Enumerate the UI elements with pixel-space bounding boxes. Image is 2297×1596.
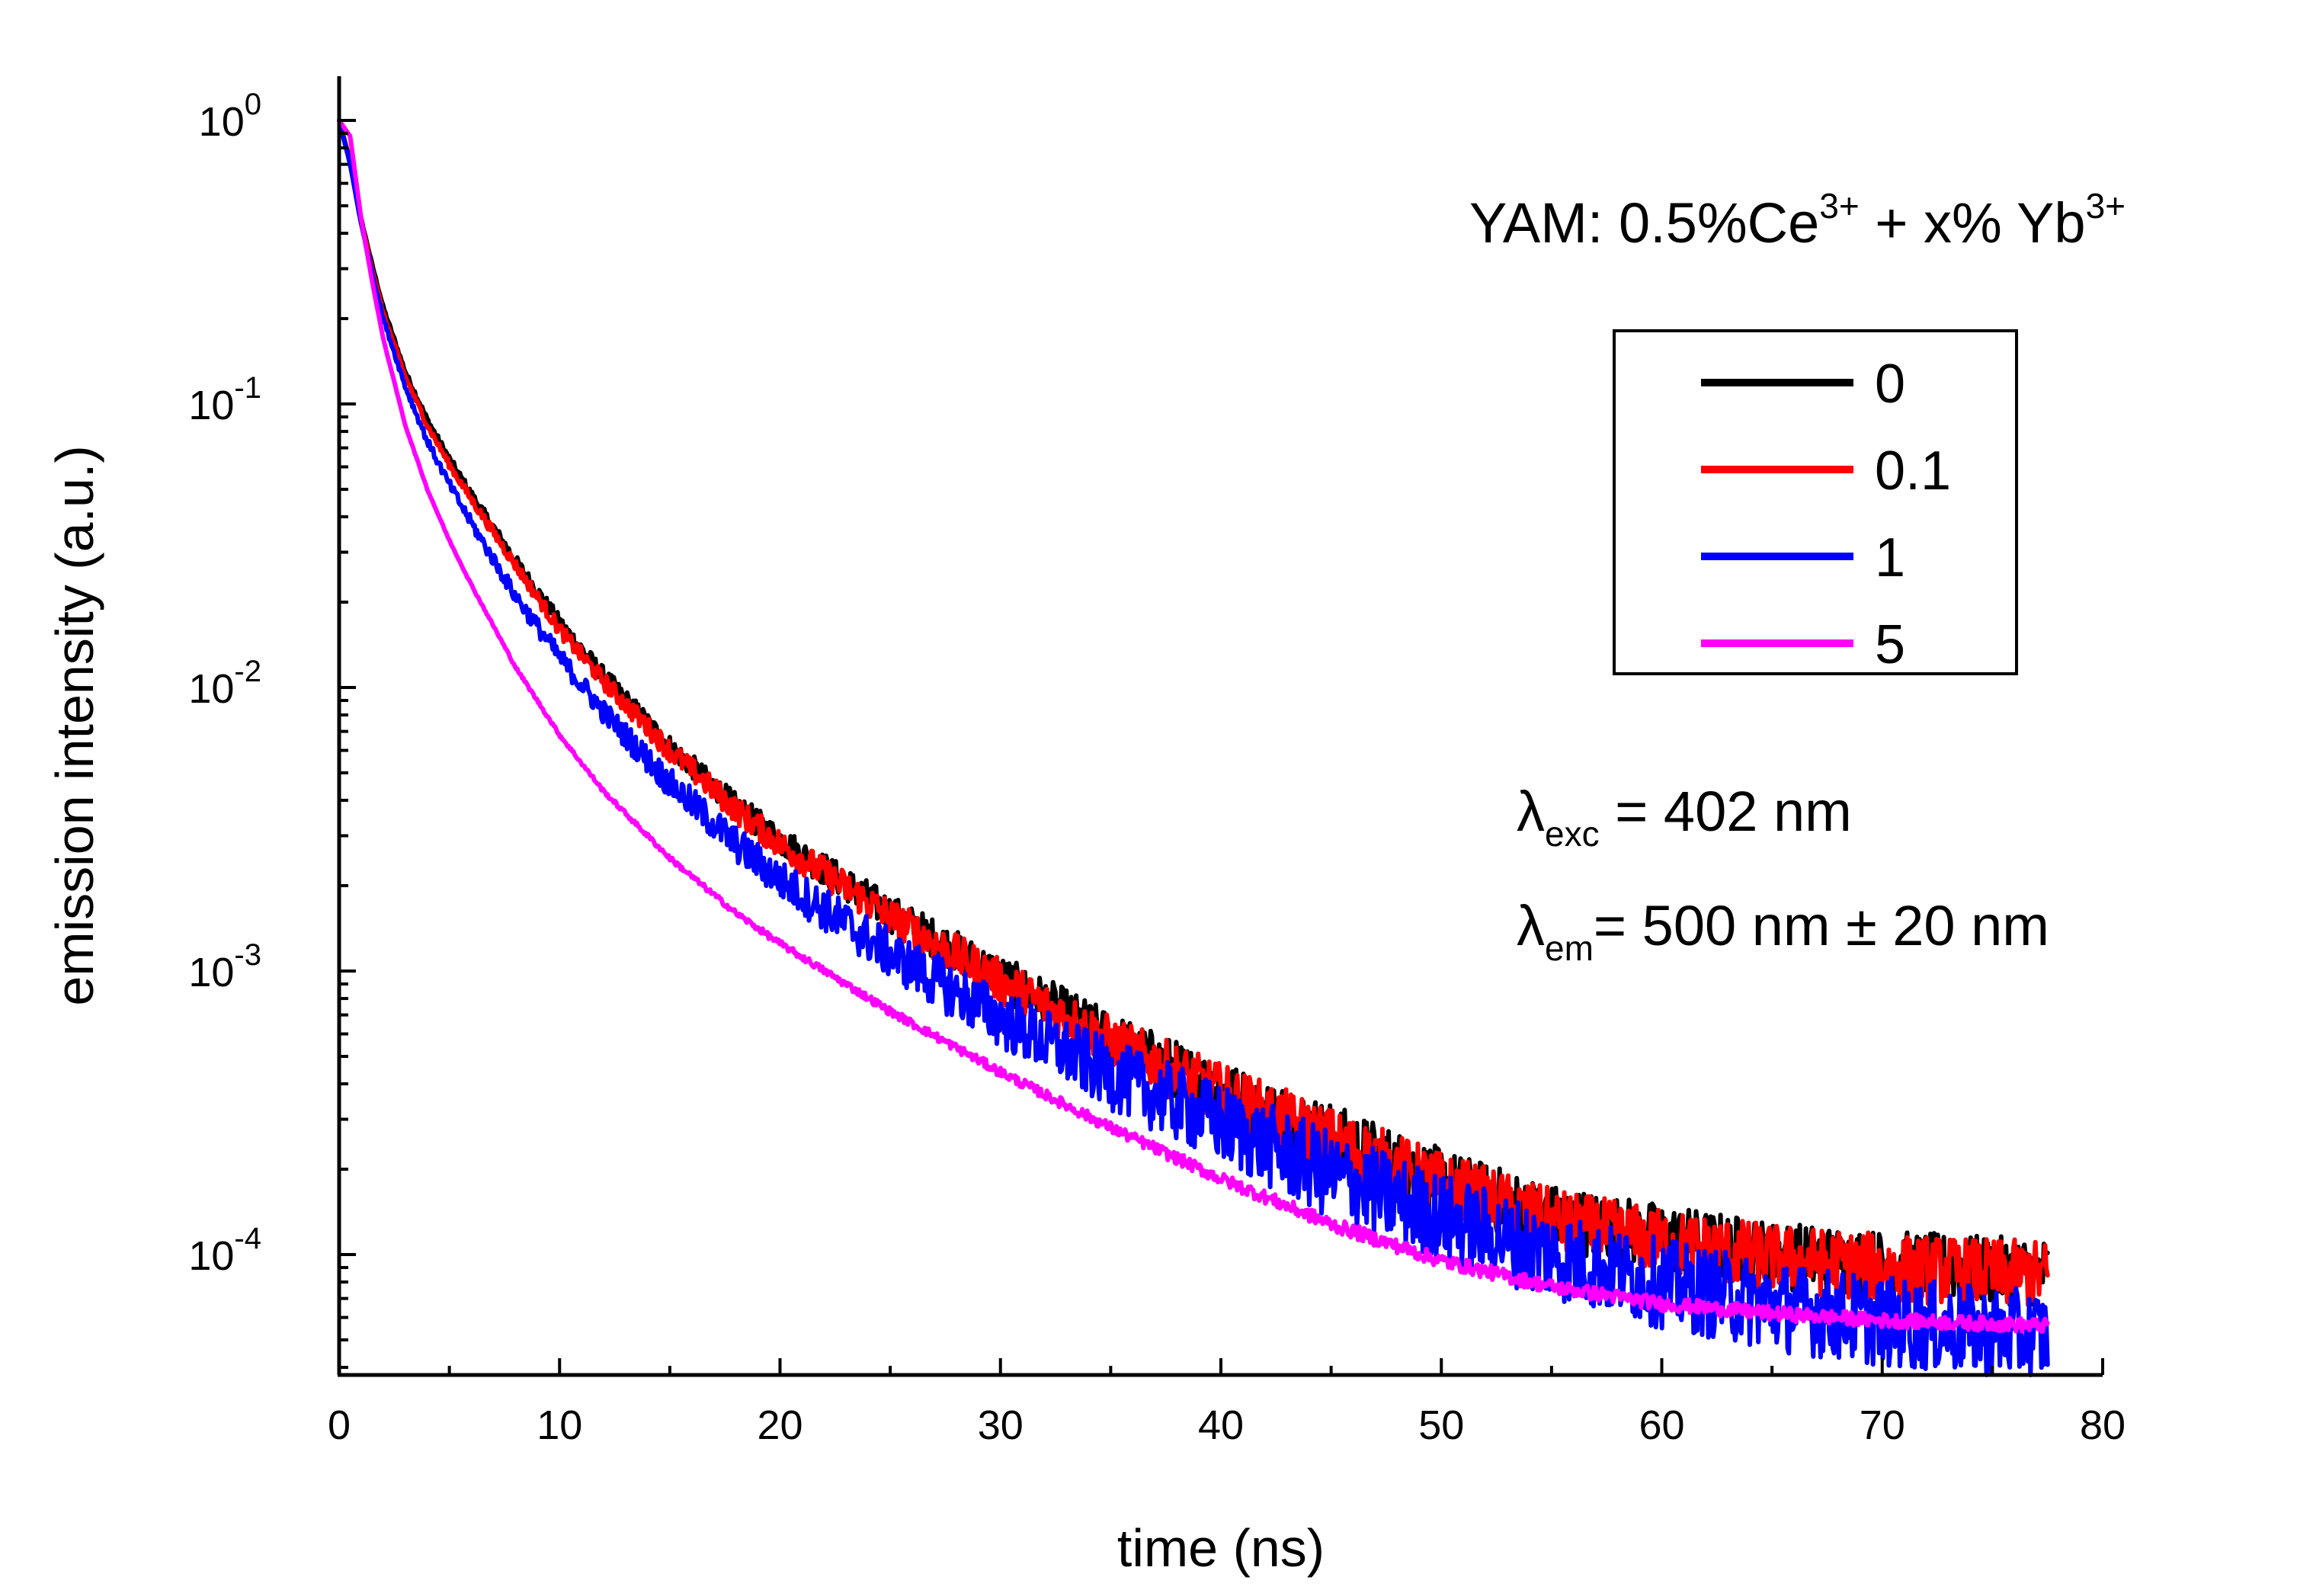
x-tick-label: 70 [1860, 1402, 1905, 1448]
y-tick-label: 10-2 [188, 655, 261, 712]
emission-symbol: λ [1517, 894, 1545, 957]
emission-value: = 500 nm ± 20 nm [1594, 894, 2049, 957]
legend-label-0.1: 0.1 [1875, 441, 1951, 502]
legend-box [1613, 329, 2018, 675]
legend-title: YAM: 0.5%Ce3+ + x% Yb3+ [1469, 186, 2126, 255]
legend-label-1: 1 [1875, 527, 1905, 588]
legend-title-sup-ce: 3+ [1819, 186, 1859, 226]
legend-items: 0 0.1 1 5 [1701, 354, 1951, 675]
excitation-annotation: λexc = 402 nm [1517, 780, 1852, 854]
x-tick-label: 10 [537, 1402, 582, 1448]
y-axis-title: emission intensity (a.u.) [45, 445, 104, 1005]
y-tick-label: 100 [199, 88, 261, 145]
y-tick-label: 10-4 [188, 1222, 261, 1279]
legend-title-prefix: YAM: 0.5%Ce [1469, 191, 1819, 255]
x-axis-ticks: 0 10 20 30 40 50 60 70 80 [328, 1358, 2126, 1448]
legend: 0 0.1 1 5 [1613, 329, 2018, 675]
y-tick-label: 10-1 [188, 371, 261, 428]
legend-label-0: 0 [1875, 354, 1905, 415]
series-line-5 [337, 118, 2050, 1334]
x-tick-label: 60 [1639, 1402, 1684, 1448]
series-line-1 [337, 118, 2050, 1377]
legend-title-sup-yb: 3+ [2086, 186, 2126, 226]
excitation-symbol: λ [1517, 780, 1545, 843]
legend-title-middle: + x% Yb [1860, 191, 2086, 255]
x-tick-label: 30 [978, 1402, 1024, 1448]
x-tick-label: 50 [1418, 1402, 1464, 1448]
x-tick-label: 20 [757, 1402, 803, 1448]
series-line-0.1 [337, 118, 2050, 1308]
legend-label-5: 5 [1875, 614, 1905, 675]
y-tick-label: 10-3 [188, 938, 261, 995]
x-tick-label: 0 [328, 1402, 351, 1448]
emission-subscript: em [1545, 928, 1594, 968]
y-axis-ticks: 100 10-1 10-2 10-3 10-4 [188, 88, 356, 1370]
x-axis-title: time (ns) [1117, 1518, 1325, 1578]
excitation-subscript: exc [1545, 814, 1600, 854]
series-layer [337, 118, 2050, 1377]
excitation-value: = 402 nm [1600, 780, 1852, 843]
emission-annotation: λem= 500 nm ± 20 nm [1517, 894, 2049, 968]
x-tick-label: 40 [1198, 1402, 1244, 1448]
x-tick-label: 80 [2080, 1402, 2126, 1448]
